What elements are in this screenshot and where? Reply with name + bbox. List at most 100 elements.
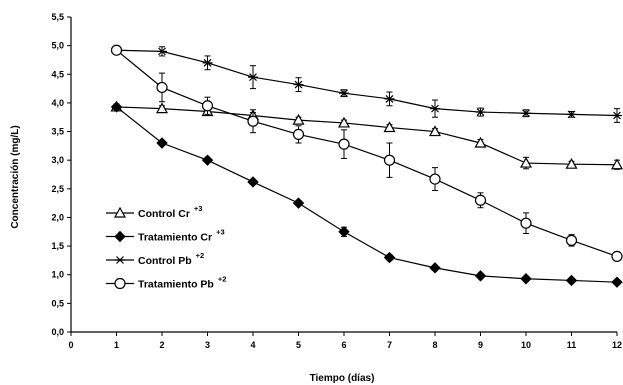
x-tick-label: 4 bbox=[250, 340, 255, 350]
circle-marker bbox=[474, 194, 487, 206]
y-tick-label: 0,0 bbox=[51, 327, 64, 337]
triangle-marker bbox=[113, 206, 127, 218]
circle-marker bbox=[201, 100, 214, 112]
legend-label: Control Pb bbox=[138, 255, 192, 267]
star-stroke bbox=[294, 80, 303, 89]
legend-item: Tratamiento Pb +2 bbox=[106, 275, 226, 291]
circle-marker bbox=[338, 138, 350, 150]
circle-marker bbox=[565, 234, 578, 246]
triangle-marker bbox=[610, 158, 623, 170]
x-tick-label: 11 bbox=[567, 340, 577, 350]
axes: 0,00,51,01,52,02,53,03,54,04,55,05,50 1 2 3… bbox=[51, 12, 622, 350]
star-marker bbox=[566, 110, 577, 119]
star-stroke bbox=[476, 108, 485, 116]
star-stroke bbox=[203, 58, 212, 67]
y-tick-label: 2,5 bbox=[51, 184, 64, 194]
star-stroke bbox=[431, 104, 439, 113]
x-tick-label: 8 bbox=[432, 340, 437, 350]
legend-item: Tratamiento Cr +3 bbox=[106, 228, 225, 244]
triangle-marker bbox=[519, 156, 533, 168]
triangle-marker bbox=[155, 102, 169, 114]
diamond-marker bbox=[429, 262, 441, 274]
star-marker bbox=[293, 80, 304, 89]
triangle-marker bbox=[383, 121, 396, 133]
legend-superscript: +2 bbox=[218, 275, 227, 284]
star-stroke bbox=[613, 111, 621, 120]
star-marker bbox=[430, 104, 440, 113]
diamond-marker bbox=[338, 226, 350, 238]
series-open-circle bbox=[110, 44, 623, 262]
star-stroke bbox=[116, 256, 124, 264]
diamond-marker bbox=[110, 101, 123, 113]
circle-marker bbox=[520, 217, 532, 229]
diamond-marker bbox=[247, 176, 259, 188]
diamond-marker bbox=[201, 154, 214, 166]
legend-item: Control Cr +3 bbox=[106, 204, 202, 220]
star-marker bbox=[248, 73, 258, 82]
y-tick-label: 3,0 bbox=[51, 155, 64, 165]
triangle-marker bbox=[292, 113, 305, 125]
star-marker bbox=[384, 94, 395, 103]
y-tick-label: 4,5 bbox=[51, 69, 64, 79]
triangle-marker bbox=[337, 116, 351, 128]
diamond-marker bbox=[292, 197, 305, 209]
x-tick-label: 10 bbox=[521, 340, 531, 350]
diamond-marker bbox=[156, 137, 168, 149]
diamond-marker bbox=[114, 230, 126, 243]
legend: Control Cr +3 Tratamiento Cr +3 Control Pb +2… bbox=[106, 204, 226, 291]
legend-superscript: +2 bbox=[196, 251, 205, 260]
series-line bbox=[116, 49, 618, 117]
x-tick-label: 3 bbox=[205, 340, 210, 350]
circle-marker bbox=[110, 44, 123, 56]
y-axis-title: Concentración (mg/L) bbox=[10, 125, 21, 228]
diamond-marker bbox=[611, 276, 623, 288]
legend-label: Tratamiento Cr bbox=[138, 232, 212, 244]
diamond-marker bbox=[474, 270, 487, 282]
star-stroke bbox=[567, 110, 576, 119]
triangle-marker bbox=[428, 125, 442, 137]
triangle-marker bbox=[565, 157, 578, 169]
triangle-marker bbox=[474, 136, 487, 148]
y-tick-label: 1,0 bbox=[51, 270, 64, 280]
x-tick-label: 5 bbox=[296, 340, 301, 350]
circle-marker bbox=[611, 250, 623, 262]
x-tick-label: 12 bbox=[612, 340, 622, 350]
diamond-marker bbox=[565, 274, 578, 287]
star-stroke bbox=[522, 109, 530, 118]
y-tick-label: 4,0 bbox=[51, 98, 64, 108]
legend-label: Tratamiento Pb bbox=[138, 279, 214, 291]
diamond-marker bbox=[520, 273, 532, 285]
star-marker bbox=[612, 111, 622, 120]
x-tick-label: 0 bbox=[68, 340, 73, 350]
circle-marker bbox=[429, 173, 441, 185]
legend-superscript: +3 bbox=[194, 204, 203, 213]
star-marker bbox=[202, 58, 213, 67]
legend-label: Control Cr bbox=[138, 208, 190, 220]
x-tick-label: 7 bbox=[387, 340, 392, 350]
circle-marker bbox=[247, 115, 259, 127]
series-layer bbox=[110, 44, 623, 288]
series-open-triangle bbox=[110, 100, 623, 170]
diamond-marker bbox=[383, 251, 396, 264]
x-tick-label: 1 bbox=[114, 340, 119, 350]
legend-superscript: +3 bbox=[216, 228, 225, 237]
y-tick-label: 0,5 bbox=[51, 298, 64, 308]
circle-marker bbox=[114, 277, 126, 290]
y-tick-label: 1,5 bbox=[51, 241, 64, 251]
series-line bbox=[116, 106, 618, 283]
legend-item: Control Pb +2 bbox=[106, 251, 204, 267]
star-stroke bbox=[249, 73, 257, 82]
x-tick-label: 9 bbox=[478, 340, 483, 350]
y-tick-label: 2,0 bbox=[51, 212, 64, 222]
x-tick-label: 2 bbox=[159, 340, 164, 350]
star-marker bbox=[521, 109, 531, 118]
circle-marker bbox=[156, 81, 168, 94]
x-axis-title: Tiempo (días) bbox=[310, 373, 375, 384]
star-marker bbox=[157, 47, 167, 56]
y-tick-label: 5,5 bbox=[51, 12, 64, 22]
star-stroke bbox=[385, 94, 394, 103]
series-line bbox=[116, 106, 618, 166]
series-line bbox=[116, 49, 618, 257]
